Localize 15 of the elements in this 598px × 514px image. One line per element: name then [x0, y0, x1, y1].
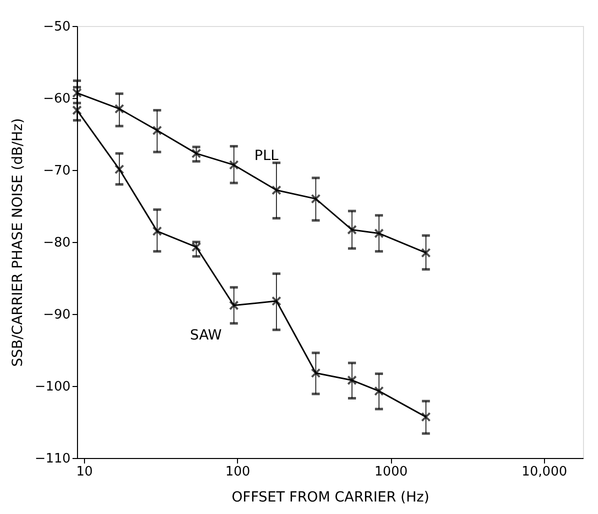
- y-tick-label: −70: [43, 164, 70, 178]
- x-tick-label: 100: [225, 464, 250, 480]
- annotation: PLL: [254, 148, 279, 164]
- x-tick-label: 10,000: [522, 464, 568, 480]
- y-tick-label: −60: [43, 92, 70, 106]
- y-tick-label: −50: [43, 20, 70, 34]
- x-axis-title: OFFSET FROM CARRIER (Hz): [232, 490, 430, 506]
- y-tick-label: −80: [43, 236, 70, 250]
- annotation: SAW: [190, 327, 222, 344]
- y-tick-label: −100: [34, 380, 70, 394]
- y-axis-title: SSB/CARRIER PHASE NOISE (dB/Hz): [10, 118, 26, 367]
- y-tick-label: −90: [43, 308, 70, 322]
- x-tick-label: 1000: [374, 464, 408, 480]
- y-tick-label: −110: [34, 452, 70, 466]
- x-tick-label: 10: [76, 464, 93, 480]
